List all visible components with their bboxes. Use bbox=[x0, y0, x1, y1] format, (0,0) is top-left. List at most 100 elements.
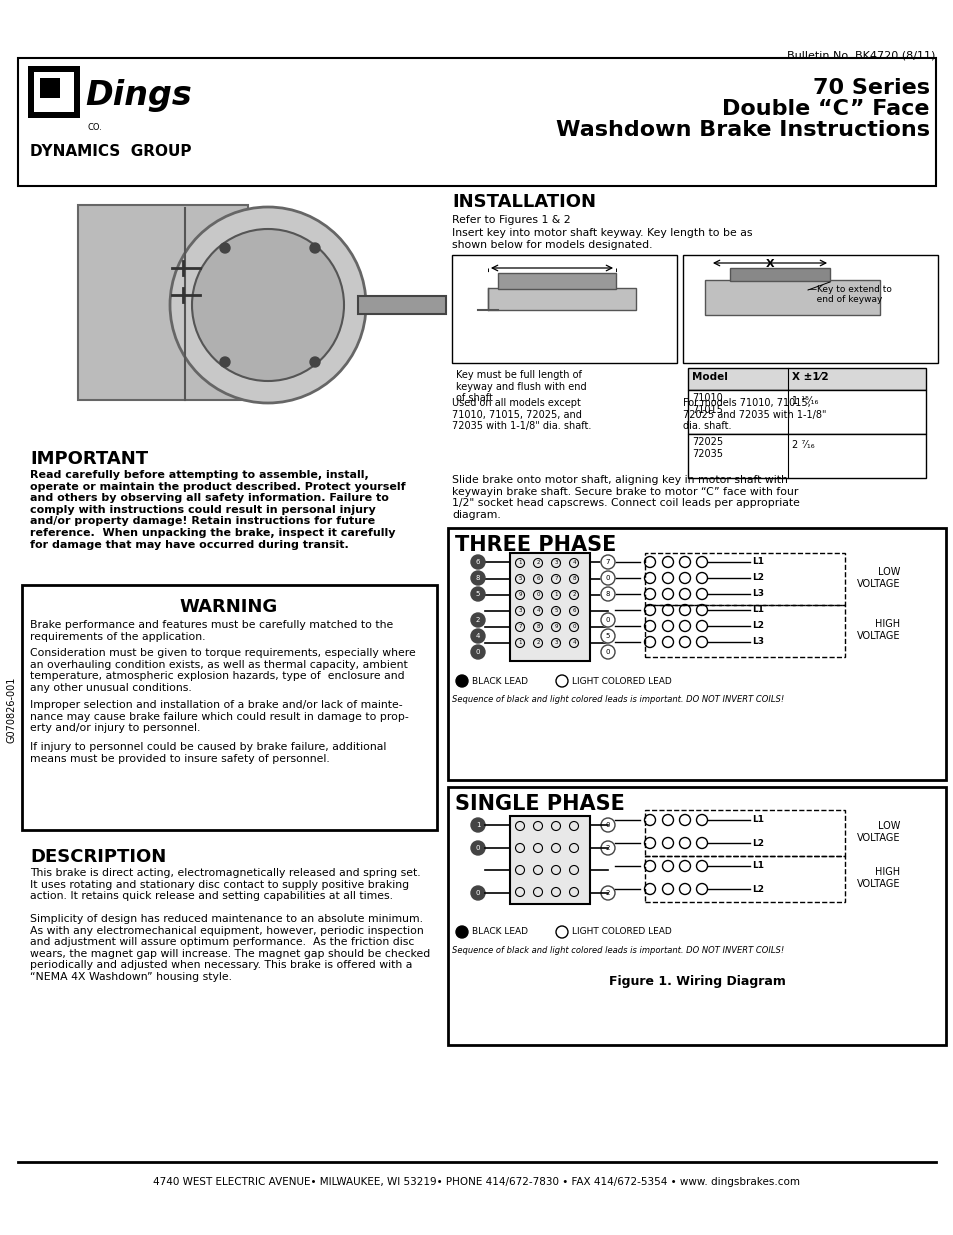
Text: CO.: CO. bbox=[88, 124, 103, 132]
Circle shape bbox=[471, 555, 484, 569]
Circle shape bbox=[600, 645, 615, 659]
Text: 0: 0 bbox=[605, 576, 610, 580]
Text: 2: 2 bbox=[476, 618, 479, 622]
Text: 0: 0 bbox=[536, 593, 539, 598]
Circle shape bbox=[471, 885, 484, 900]
Text: 0: 0 bbox=[572, 625, 576, 630]
Text: WARNING: WARNING bbox=[180, 598, 278, 616]
Text: Bulletin No. BK4720 (8/11): Bulletin No. BK4720 (8/11) bbox=[786, 49, 934, 61]
Text: Brake performance and features must be carefully matched to the
requirements of : Brake performance and features must be c… bbox=[30, 620, 393, 642]
Text: 70 Series: 70 Series bbox=[812, 78, 929, 98]
Text: 3: 3 bbox=[517, 609, 521, 614]
Text: 7: 7 bbox=[517, 625, 521, 630]
Text: 4: 4 bbox=[572, 641, 576, 646]
Bar bbox=[22, 585, 436, 830]
Text: 7: 7 bbox=[605, 559, 610, 564]
Text: 1 ¹⁵⁄₁₆: 1 ¹⁵⁄₁₆ bbox=[791, 396, 818, 406]
Text: Sequence of black and light colored leads is important. DO NOT INVERT COILS!: Sequence of black and light colored lead… bbox=[452, 946, 783, 955]
Text: 3: 3 bbox=[554, 641, 558, 646]
Bar bbox=[644, 856, 844, 902]
Bar bbox=[448, 787, 945, 1045]
Text: 2: 2 bbox=[605, 890, 610, 897]
Circle shape bbox=[456, 676, 468, 687]
Text: LOW
VOLTAGE: LOW VOLTAGE bbox=[856, 567, 899, 589]
Text: 8: 8 bbox=[476, 576, 479, 580]
Text: 0: 0 bbox=[605, 823, 610, 827]
Text: Dings: Dings bbox=[85, 79, 192, 111]
Circle shape bbox=[600, 818, 615, 832]
Bar bbox=[687, 390, 925, 433]
Circle shape bbox=[192, 228, 344, 382]
Text: 2: 2 bbox=[605, 845, 610, 851]
Bar bbox=[687, 368, 925, 390]
Circle shape bbox=[220, 357, 230, 367]
Text: L2: L2 bbox=[751, 839, 763, 847]
Text: L1: L1 bbox=[751, 815, 763, 825]
Text: 0: 0 bbox=[476, 845, 479, 851]
Text: X ±1⁄2: X ±1⁄2 bbox=[791, 372, 828, 382]
Text: 9: 9 bbox=[517, 593, 521, 598]
Text: 5: 5 bbox=[554, 609, 558, 614]
Text: 4740 WEST ELECTRIC AVENUE• MILWAUKEE, WI 53219• PHONE 414/672-7830 • FAX 414/672: 4740 WEST ELECTRIC AVENUE• MILWAUKEE, WI… bbox=[153, 1177, 800, 1187]
Bar bbox=[452, 254, 677, 363]
Text: 6: 6 bbox=[476, 559, 479, 564]
Circle shape bbox=[220, 243, 230, 253]
Text: 5: 5 bbox=[517, 577, 521, 582]
Text: 8: 8 bbox=[605, 592, 610, 597]
Text: 1: 1 bbox=[554, 593, 558, 598]
Bar bbox=[488, 288, 636, 310]
Text: Used on all models except
71010, 71015, 72025, and
72035 with 1-1/8" dia. shaft.: Used on all models except 71010, 71015, … bbox=[452, 398, 591, 431]
Circle shape bbox=[600, 841, 615, 855]
Text: L2: L2 bbox=[751, 884, 763, 893]
Text: Sequence of black and light colored leads is important. DO NOT INVERT COILS!: Sequence of black and light colored lead… bbox=[452, 695, 783, 704]
Text: 7: 7 bbox=[554, 577, 558, 582]
Text: 1: 1 bbox=[517, 561, 521, 566]
Text: 0: 0 bbox=[605, 618, 610, 622]
Text: Figure 1. Wiring Diagram: Figure 1. Wiring Diagram bbox=[608, 974, 784, 988]
Circle shape bbox=[170, 207, 366, 403]
Bar bbox=[510, 816, 589, 904]
Circle shape bbox=[556, 926, 567, 939]
Text: IMPORTANT: IMPORTANT bbox=[30, 450, 148, 468]
Text: For models 71010, 71015,
72025 and 72035 with 1-1/8"
dia. shaft.: For models 71010, 71015, 72025 and 72035… bbox=[682, 398, 825, 431]
Text: 5: 5 bbox=[476, 592, 479, 597]
Circle shape bbox=[471, 571, 484, 585]
Text: 2 ⁷⁄₁₆: 2 ⁷⁄₁₆ bbox=[791, 440, 814, 450]
Text: 9: 9 bbox=[554, 625, 558, 630]
Text: HIGH
VOLTAGE: HIGH VOLTAGE bbox=[856, 619, 899, 641]
Text: 6: 6 bbox=[572, 609, 576, 614]
Bar bbox=[687, 433, 925, 478]
Text: 3: 3 bbox=[554, 561, 558, 566]
Text: LOW
VOLTAGE: LOW VOLTAGE bbox=[856, 821, 899, 842]
Text: 6: 6 bbox=[536, 577, 539, 582]
Text: DESCRIPTION: DESCRIPTION bbox=[30, 848, 166, 866]
Bar bbox=[40, 78, 60, 98]
Text: Consideration must be given to torque requirements, especially where
an overhaul: Consideration must be given to torque re… bbox=[30, 648, 416, 693]
Text: DYNAMICS  GROUP: DYNAMICS GROUP bbox=[30, 144, 192, 159]
Text: 1: 1 bbox=[517, 641, 521, 646]
Text: 8: 8 bbox=[536, 625, 539, 630]
Bar bbox=[644, 810, 844, 856]
Bar bbox=[704, 280, 879, 315]
Text: L3: L3 bbox=[751, 589, 763, 599]
Text: Insert key into motor shaft keyway. Key length to be as
shown below for models d: Insert key into motor shaft keyway. Key … bbox=[452, 228, 752, 249]
Text: THREE PHASE: THREE PHASE bbox=[455, 535, 616, 555]
Text: 4: 4 bbox=[476, 634, 479, 638]
Text: This brake is direct acting, electromagnetically released and spring set.
It use: This brake is direct acting, electromagn… bbox=[30, 868, 420, 902]
Circle shape bbox=[556, 676, 567, 687]
Text: LIGHT COLORED LEAD: LIGHT COLORED LEAD bbox=[572, 677, 671, 685]
Circle shape bbox=[471, 587, 484, 601]
Text: L1: L1 bbox=[751, 605, 763, 615]
Text: 72025
72035: 72025 72035 bbox=[691, 437, 722, 458]
Bar bbox=[34, 72, 74, 112]
Text: 8: 8 bbox=[572, 577, 576, 582]
Text: —Key to extend to
   end of keyway: —Key to extend to end of keyway bbox=[807, 285, 891, 304]
Circle shape bbox=[471, 818, 484, 832]
Text: If injury to personnel could be caused by brake failure, additional
means must b: If injury to personnel could be caused b… bbox=[30, 742, 386, 763]
Text: Model: Model bbox=[691, 372, 727, 382]
Bar bbox=[644, 553, 844, 605]
Text: 4: 4 bbox=[572, 561, 576, 566]
Text: 0: 0 bbox=[476, 890, 479, 897]
Text: 0: 0 bbox=[476, 650, 479, 655]
Circle shape bbox=[600, 555, 615, 569]
